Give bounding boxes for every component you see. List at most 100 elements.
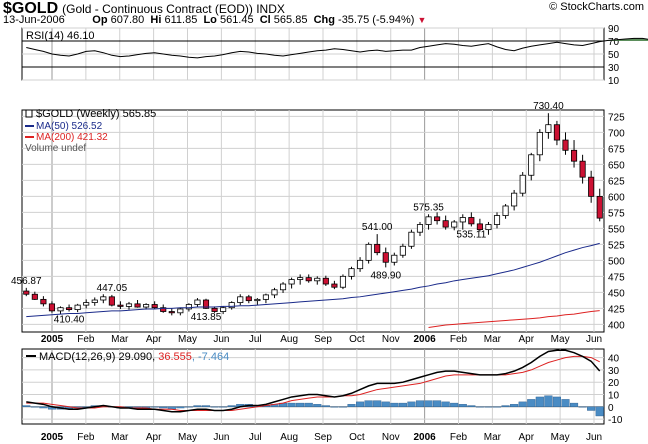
macd-histogram-bar	[578, 406, 587, 408]
candle-up	[185, 304, 192, 310]
macd-histogram-bar	[287, 402, 296, 407]
macd-signal-line	[26, 355, 600, 411]
candle-down	[442, 220, 449, 228]
x-tick-label-macd: 2006	[414, 432, 437, 443]
x-tick-label-macd: Nov	[382, 432, 400, 443]
candle-up	[262, 294, 269, 300]
x-tick-label-price: 2006	[414, 334, 437, 345]
quote-line: 13-Jun-2006 Op 607.80 Hi 611.85 Lo 561.4…	[3, 14, 426, 26]
high-label: Hi	[150, 14, 162, 26]
macd-histogram-bar	[356, 401, 365, 407]
macd-histogram-bar	[518, 401, 527, 407]
macd-histogram-bar	[587, 406, 596, 411]
symbol: $GOLD	[3, 0, 59, 17]
x-tick-label-macd: Jul	[249, 432, 262, 443]
candle-up	[143, 304, 150, 308]
candle-up	[100, 296, 107, 301]
price-annotation: 410.40	[54, 315, 85, 326]
price-annotation: 535.11	[456, 229, 486, 240]
candle-down	[168, 311, 175, 314]
candle-up	[425, 216, 432, 225]
x-tick-label-macd: May	[178, 432, 197, 443]
x-tick-label-price: Apr	[518, 334, 534, 345]
macd-histogram-bar	[184, 406, 193, 408]
candle-down	[322, 277, 329, 285]
candle-down	[331, 283, 338, 288]
macd-legend-signal: 36.555	[158, 351, 192, 363]
price-annotation: 541.00	[362, 222, 393, 233]
x-tick-label-price: Apr	[146, 334, 162, 345]
candle-down	[211, 307, 218, 312]
rsi-tick-label: 90	[608, 24, 620, 35]
open-value: 607.80	[110, 14, 145, 26]
candle-up	[220, 307, 227, 312]
x-tick-label-price: Jul	[249, 334, 262, 345]
candle-up	[271, 289, 278, 296]
candle-down	[31, 293, 38, 300]
candle-down	[66, 307, 73, 311]
macd-histogram-bar	[176, 406, 185, 409]
rsi-tick-label: 10	[608, 76, 620, 87]
x-tick-label-macd: Apr	[518, 432, 534, 443]
macd-histogram-bar	[467, 405, 476, 407]
candle-down	[579, 160, 586, 178]
candle-down	[40, 298, 47, 305]
macd-histogram-bar	[569, 402, 579, 407]
macd-tick-label: 0	[608, 403, 614, 414]
price-tick-label: 675	[608, 144, 625, 155]
candle-down	[562, 139, 569, 151]
candle-up	[237, 296, 244, 303]
rsi-tick-label: 50	[608, 50, 620, 61]
macd-histogram-bar	[373, 400, 382, 407]
candle-up	[314, 277, 321, 282]
macd-histogram-bar	[415, 400, 425, 407]
x-tick-label-macd: May	[551, 432, 570, 443]
candle-down	[202, 299, 210, 309]
macd-histogram-bar	[338, 406, 348, 408]
watermark: © StockCharts.com	[549, 1, 644, 13]
macd-histogram-bar	[193, 405, 202, 407]
change-value: -35.75 (-5.94%)	[338, 14, 415, 26]
candle-up	[228, 302, 235, 309]
macd-histogram-bar	[210, 406, 219, 408]
candle-up	[511, 192, 518, 207]
macd-panel-frame	[21, 348, 605, 425]
price-legend: $GOLD (Weekly) 565.85	[36, 108, 156, 120]
candle-up	[399, 245, 406, 256]
candle-up	[83, 302, 90, 306]
price-panel-frame	[21, 109, 605, 333]
x-tick-label-macd: Oct	[349, 432, 365, 443]
candle-up	[365, 243, 372, 261]
candle-down	[23, 290, 30, 295]
macd-tick-label: -10	[608, 415, 623, 426]
macd-histogram-bar	[39, 406, 48, 409]
high-value: 611.85	[164, 14, 198, 26]
price-tick-label: 550	[608, 224, 625, 235]
macd-histogram-bar	[159, 406, 168, 409]
candle-up	[357, 259, 364, 270]
macd-histogram-bar	[398, 402, 407, 407]
candle-up	[408, 231, 415, 247]
price-tick-label: 650	[608, 160, 625, 171]
price-tick-label: 450	[608, 288, 625, 299]
macd-histogram-bar	[347, 404, 356, 407]
rsi-tick-label: 70	[608, 37, 620, 48]
macd-tick-label: 10	[608, 390, 620, 401]
rsi-legend: RSI(14) 46.10	[26, 30, 94, 42]
candle-down	[476, 223, 483, 231]
x-tick-label-macd: 2005	[41, 432, 64, 443]
low-value: 561.45	[219, 14, 254, 26]
x-tick-label-price: Mar	[111, 334, 129, 345]
price-tick-label: 700	[608, 128, 625, 139]
macd-histogram-bar	[552, 396, 561, 407]
candle-up	[288, 279, 295, 285]
candle-down	[108, 296, 115, 306]
macd-histogram-bar	[424, 400, 433, 407]
x-tick-label-macd: Feb	[77, 432, 95, 443]
candle-down	[374, 243, 381, 254]
macd-histogram-bar	[296, 402, 305, 407]
volume-legend: Volume undef	[25, 143, 86, 154]
x-tick-label-price: Sep	[314, 334, 332, 345]
candle-up	[545, 124, 552, 133]
